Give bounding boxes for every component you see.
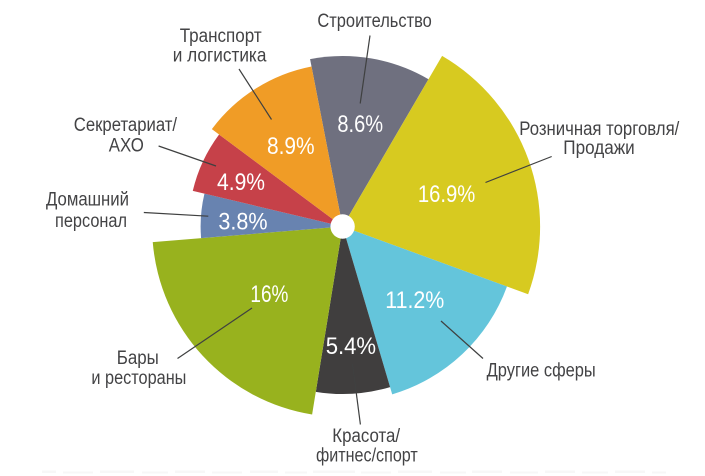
svg-text:фитнес/спорт: фитнес/спорт — [316, 446, 418, 467]
svg-text:11.2%: 11.2% — [385, 287, 444, 314]
svg-text:Транспорт: Транспорт — [180, 26, 262, 47]
svg-text:Продажи: Продажи — [563, 138, 634, 159]
svg-text:8.6%: 8.6% — [337, 111, 383, 138]
svg-text:Секретариат/: Секретариат/ — [74, 115, 178, 136]
svg-text:4.9%: 4.9% — [217, 169, 265, 196]
svg-text:3.8%: 3.8% — [218, 209, 267, 236]
svg-text:АХО: АХО — [109, 136, 144, 157]
svg-text:16.9%: 16.9% — [418, 181, 476, 208]
svg-text:Другие сферы: Другие сферы — [487, 361, 596, 382]
svg-text:Красота/: Красота/ — [332, 426, 400, 447]
svg-text:5.4%: 5.4% — [326, 333, 376, 360]
svg-text:и логистика: и логистика — [173, 46, 267, 67]
svg-text:Строительство: Строительство — [317, 11, 431, 32]
svg-text:персонал: персонал — [55, 211, 127, 232]
svg-text:16%: 16% — [250, 281, 288, 308]
svg-text:Розничная торговля/: Розничная торговля/ — [519, 119, 680, 140]
svg-text:Домашний: Домашний — [46, 190, 129, 211]
svg-text:и рестораны: и рестораны — [91, 368, 186, 389]
svg-text:8.9%: 8.9% — [267, 133, 315, 160]
svg-text:Бары: Бары — [117, 348, 159, 369]
